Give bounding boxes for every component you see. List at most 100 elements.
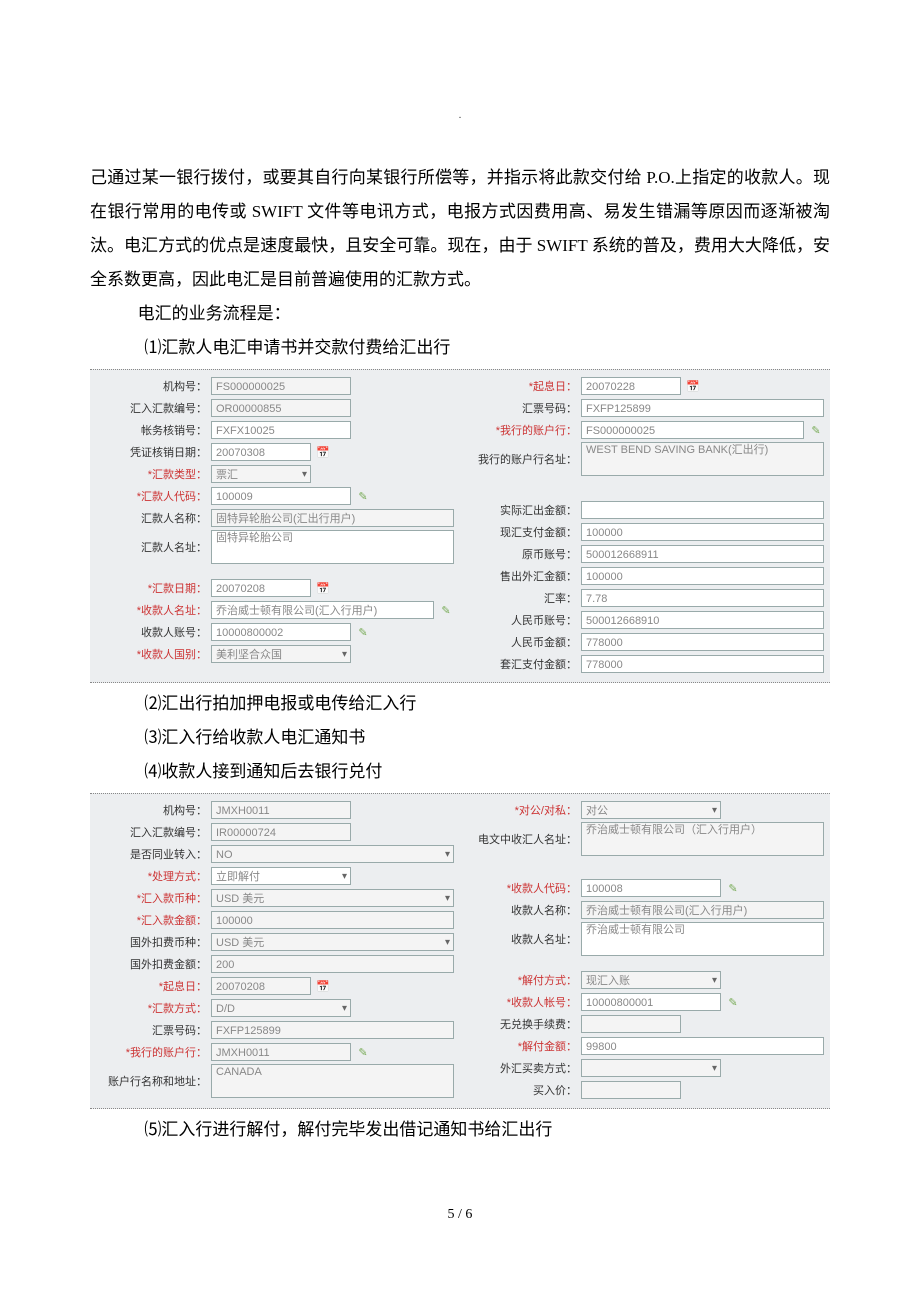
fld-name[interactable]: 固特异轮胎公司(汇出行用户) [211,509,454,527]
lbl2-oaddr: 账户行名称和地址： [96,1073,211,1089]
fld-draft[interactable]: FXFP125899 [581,399,824,417]
lbl2-fx: 外汇买卖方式： [466,1060,581,1076]
fld2-fx[interactable] [581,1059,721,1077]
fld-pctry[interactable]: 美利坚合众国 [211,645,351,663]
fld2-addr[interactable]: 乔治威士顿有限公司 [581,922,824,956]
calendar-icon[interactable]: 📅 [315,978,331,994]
fld2-famt[interactable]: 200 [211,955,454,973]
fld-in[interactable]: OR00000855 [211,399,351,417]
fld-acc[interactable]: FXFX10025 [211,421,351,439]
lbl-rmba: 人民币金额： [466,634,581,650]
fld2-noex[interactable] [581,1015,681,1033]
fld-addr[interactable]: 固特异轮胎公司 [211,530,454,564]
fld-type[interactable]: 票汇 [211,465,311,483]
fld-rate[interactable]: 7.78 [581,589,824,607]
fld-rmba[interactable]: 778000 [581,633,824,651]
fld-pacc[interactable]: 10000800002 [211,623,351,641]
lbl2-fcur: 国外扣费币种： [96,934,211,950]
lbl2-tn: 电文中收汇人名址： [466,831,581,847]
lbl2-famt: 国外扣费金额： [96,956,211,972]
lbl-name: 汇款人名称： [96,510,211,526]
lbl-our: *我行的账户行： [466,422,581,438]
lbl2-pp: *对公/对私： [466,802,581,818]
fld2-ib[interactable]: NO [211,845,454,863]
document-page: . 己通过某一银行拨付，或要其自行向某银行所偿等，并指示将此款交付给 P.O.上… [0,0,920,1263]
fld2-amt[interactable]: 100000 [211,911,454,929]
lbl2-addr: 收款人名址： [466,931,581,947]
fld-cash[interactable]: 100000 [581,523,824,541]
fld-oacc[interactable]: 500012668911 [581,545,824,563]
fld2-cur[interactable]: USD 美元 [211,889,454,907]
fld2-mode[interactable]: D/D [211,999,351,1017]
lbl-draft: 汇票号码： [466,400,581,416]
calendar-icon[interactable]: 📅 [315,580,331,596]
edit-icon[interactable]: ✎ [355,624,371,640]
fld-our[interactable]: FS000000025 [581,421,804,439]
step-4: ⑷收款人接到通知后去银行兑付 [90,755,830,789]
fld-vd[interactable]: 20070228 [581,377,681,395]
lbl2-proc: *处理方式： [96,868,211,884]
fld2-pp[interactable]: 对公 [581,801,721,819]
lbl-rmb: 人民币账号： [466,612,581,628]
lbl2-name: 收款人名称： [466,902,581,918]
fld-oaddr[interactable]: WEST BEND SAVING BANK(汇出行) [581,442,824,476]
fld2-fcur[interactable]: USD 美元 [211,933,454,951]
fld2-pacc[interactable]: 10000800001 [581,993,721,1011]
edit-icon[interactable]: ✎ [808,422,824,438]
fld2-in[interactable]: IR00000724 [211,823,351,841]
lbl2-amt: *汇入款金额： [96,912,211,928]
lbl-acc: 帐务核销号： [96,422,211,438]
lbl-code: *汇款人代码： [96,488,211,504]
fld-code[interactable]: 100009 [211,487,351,505]
lbl-rate: 汇率： [466,590,581,606]
fld2-buy[interactable] [581,1081,681,1099]
fld2-stl[interactable]: 现汇入账 [581,971,721,989]
fld2-org[interactable]: JMXH0011 [211,801,351,819]
lbl-oacc: 原币账号： [466,546,581,562]
edit-icon[interactable]: ✎ [355,1044,371,1060]
fld-rmb[interactable]: 500012668910 [581,611,824,629]
step-3: ⑶汇入行给收款人电汇通知书 [90,721,830,755]
lbl-org: 机构号： [96,378,211,394]
lbl-in: 汇入汇款编号： [96,400,211,416]
lbl-type: *汇款类型： [96,466,211,482]
form2-left-col: 机构号：JMXH0011 汇入汇款编号：IR00000724 是否同业转入：NO… [90,798,460,1102]
lbl2-draft: 汇票号码： [96,1022,211,1038]
lbl2-pacc: *收款人帐号： [466,994,581,1010]
fld2-vd[interactable]: 20070208 [211,977,311,995]
fld-sold[interactable]: 100000 [581,567,824,585]
calendar-icon[interactable]: 📅 [685,378,701,394]
lbl2-mode: *汇款方式： [96,1000,211,1016]
fld-amt[interactable] [581,501,824,519]
edit-icon[interactable]: ✎ [438,602,454,618]
lbl-date: *汇款日期： [96,580,211,596]
fld-date[interactable]: 20070208 [211,579,311,597]
lbl-sold: 售出外汇金额： [466,568,581,584]
fld2-samt[interactable]: 99800 [581,1037,824,1055]
fld2-oaddr[interactable]: CANADA [211,1064,454,1098]
lbl-paddr: *收款人名址： [96,602,211,618]
lbl-vd: *起息日： [466,378,581,394]
fld2-our[interactable]: JMXH0011 [211,1043,351,1061]
fld-vdate[interactable]: 20070308 [211,443,311,461]
lbl-amt: 实际汇出金额： [466,502,581,518]
lbl2-org: 机构号： [96,802,211,818]
form1-left-col: 机构号：FS000000025 汇入汇款编号：OR00000855 帐务核销号：… [90,374,460,676]
fld2-tn[interactable]: 乔治威士顿有限公司（汇入行用户） [581,822,824,856]
fld-cross[interactable]: 778000 [581,655,824,673]
lbl2-vd: *起息日： [96,978,211,994]
step-2: ⑵汇出行拍加押电报或电传给汇入行 [90,687,830,721]
fld2-proc[interactable]: 立即解付 [211,867,351,885]
calendar-icon[interactable]: 📅 [315,444,331,460]
fld-paddr[interactable]: 乔治威士顿有限公司(汇入行用户) [211,601,434,619]
edit-icon[interactable]: ✎ [355,488,371,504]
top-mark: . [90,110,830,121]
edit-icon[interactable]: ✎ [725,880,741,896]
fld2-draft[interactable]: FXFP125899 [211,1021,454,1039]
lbl2-ib: 是否同业转入： [96,846,211,862]
fld2-name[interactable]: 乔治威士顿有限公司(汇入行用户) [581,901,824,919]
fld-org[interactable]: FS000000025 [211,377,351,395]
lbl2-samt: *解付金额： [466,1038,581,1054]
fld2-code[interactable]: 100008 [581,879,721,897]
edit-icon[interactable]: ✎ [725,994,741,1010]
